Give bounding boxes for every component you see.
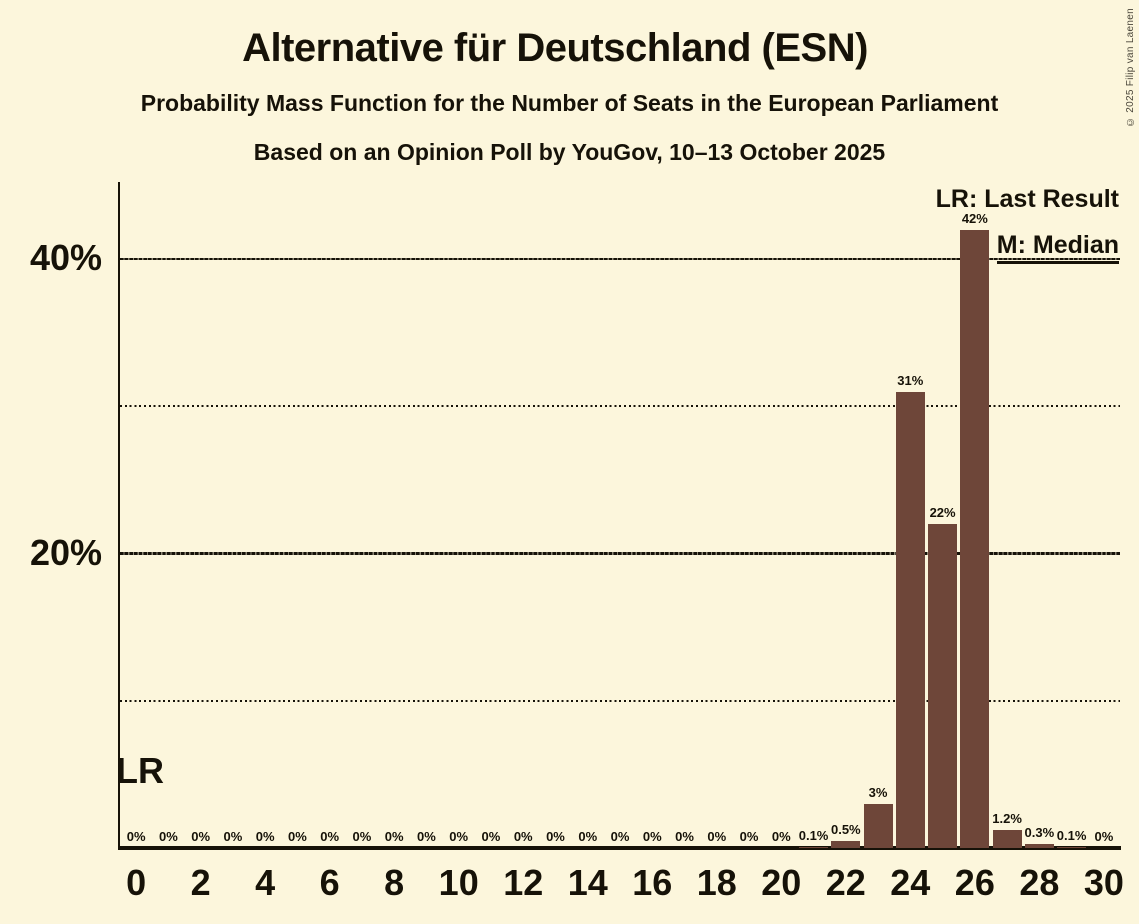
x-axis-tick-label-30: 30 (1083, 862, 1124, 903)
x-axis-tick-label-26: 26 (954, 862, 995, 903)
bar-value-label-29: 0.1% (1056, 827, 1087, 843)
bar-value-label-6: 0% (320, 829, 340, 844)
bar-value-label-28: 0.3% (1024, 824, 1055, 840)
x-axis-tick-label-18: 18 (696, 862, 737, 903)
x-axis-tick-label-8: 8 (384, 862, 405, 903)
bar-value-label-5: 0% (288, 829, 307, 844)
bar-value-label-22: 0.5% (830, 821, 861, 837)
copyright-notice: © 2025 Filip van Laenen (1125, 8, 1136, 128)
gridline-10pct (120, 699, 1120, 702)
bar-value-label-14: 0% (578, 829, 598, 844)
chart-source-line: Based on an Opinion Poll by YouGov, 10–1… (253, 139, 886, 165)
gridline-20pct (120, 552, 1120, 555)
bar-value-label-13: 0% (546, 829, 565, 844)
bar-value-label-16: 0% (642, 829, 662, 844)
chart-subtitle: Probability Mass Function for the Number… (140, 90, 999, 116)
bar-value-label-30: 0% (1094, 829, 1114, 844)
bar-value-label-11: 0% (481, 829, 501, 844)
legend-median: M: Median (996, 231, 1119, 264)
bar-seats-22 (831, 840, 861, 848)
bar-value-label-19: 0% (739, 829, 759, 844)
last-result-marker: LR (116, 750, 164, 791)
bar-seats-28 (1024, 843, 1054, 848)
bar-seats-24 (895, 391, 925, 848)
bar-value-label-23: 3% (868, 784, 888, 800)
bar-value-label-25: 22% (929, 505, 956, 521)
x-axis-tick-label-28: 28 (1019, 862, 1060, 903)
bar-value-label-12: 0% (513, 829, 533, 844)
x-axis-tick-label-6: 6 (319, 862, 340, 903)
bar-value-label-3: 0% (223, 829, 243, 844)
x-axis-tick-label-20: 20 (761, 862, 802, 903)
bar-value-label-24: 31% (897, 372, 924, 388)
bar-seats-26 (960, 229, 990, 848)
bar-seats-21 (799, 846, 829, 848)
bar-value-label-1: 0% (158, 829, 178, 844)
bar-value-label-18: 0% (707, 829, 727, 844)
bar-value-label-7: 0% (352, 829, 372, 844)
x-axis-tick-label-10: 10 (438, 862, 479, 903)
bar-value-label-21: 0.1% (798, 827, 829, 843)
x-axis-tick-label-24: 24 (890, 862, 931, 903)
bar-value-label-4: 0% (255, 829, 275, 844)
x-axis-tick-label-0: 0 (126, 862, 147, 903)
x-axis-tick-label-2: 2 (190, 862, 211, 903)
bar-value-label-15: 0% (610, 829, 630, 844)
x-axis-tick-label-16: 16 (632, 862, 673, 903)
x-axis-tick-label-14: 14 (567, 862, 608, 903)
bar-seats-29 (1057, 846, 1087, 848)
x-axis-line (117, 846, 1121, 850)
bar-value-label-0: 0% (126, 829, 146, 844)
legend-last-result: LR: Last Result (935, 185, 1119, 213)
gridline-30pct (120, 405, 1120, 408)
bar-seats-27 (992, 830, 1022, 848)
y-axis-tick-label: 40% (29, 237, 102, 278)
bar-value-label-9: 0% (417, 829, 436, 844)
bar-value-label-2: 0% (191, 829, 211, 844)
y-axis-line (117, 182, 120, 850)
bar-value-label-26: 42% (961, 210, 988, 226)
x-axis-tick-label-4: 4 (255, 862, 276, 903)
gridline-40pct (120, 257, 1120, 260)
bar-value-label-17: 0% (675, 829, 694, 844)
bar-seats-23 (863, 803, 893, 848)
bar-value-label-10: 0% (449, 829, 469, 844)
bar-value-label-27: 1.2% (992, 811, 1022, 827)
bar-value-label-8: 0% (384, 829, 404, 844)
bar-value-label-20: 0% (771, 829, 791, 844)
plot-area: LR M 0%0%0%0%0%0%0%0%0%0%0%0%0%0%0%0%0%0… (116, 182, 1121, 850)
y-axis-tick-label: 20% (29, 531, 102, 573)
chart-title: Alternative für Deutschland (ESN) (242, 26, 868, 70)
bar-seats-25 (928, 524, 958, 848)
x-axis-tick-label-12: 12 (503, 862, 544, 903)
x-axis-tick-label-22: 22 (825, 862, 866, 903)
